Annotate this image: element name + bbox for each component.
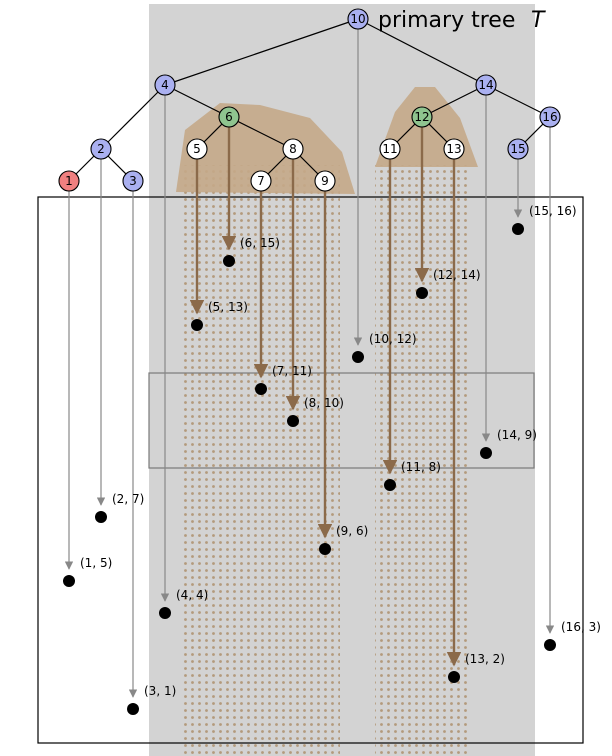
point-12 [416,287,428,299]
tree-node-14: 14 [475,74,497,96]
tree-node-circle-11 [379,138,401,160]
tree-edge-6-8 [228,116,294,150]
tree-node-circle-5 [186,138,208,160]
tree-edge-14-16 [485,84,551,118]
point-8 [287,415,299,427]
point-13 [448,671,460,683]
tree-node-label-4: 4 [161,78,169,92]
tree-node-13: 13 [443,138,465,160]
tree-node-circle-2 [90,138,112,160]
tree-node-circle-7 [250,170,272,192]
tree-node-label-12: 12 [414,110,429,124]
tree-node-label-7: 7 [257,174,265,188]
point-1 [63,575,75,587]
tree-edge-4-6 [164,84,230,118]
tree-title-text: primary tree [378,8,515,33]
point-15 [512,223,524,235]
projection-arrows [64,29,555,698]
tree-node-label-5: 5 [193,142,201,156]
tree-node-circle-9 [314,170,336,192]
tree-node-label-9: 9 [321,174,329,188]
point-label-9: (9, 6) [336,524,368,538]
tree-node-circle-12 [411,106,433,128]
point-label-7: (7, 11) [272,364,312,378]
point-4 [159,607,171,619]
point-9 [319,543,331,555]
tree-node-11: 11 [379,138,401,160]
tree-edge-4-2 [100,84,166,150]
point-3 [127,703,139,715]
point-10 [352,351,364,363]
tree-node-circle-4 [154,74,176,96]
point-label-1: (1, 5) [80,556,112,570]
tree-node-circle-6 [218,106,240,128]
tree-edge-10-4 [164,18,359,86]
point-label-5: (5, 13) [208,300,248,314]
tree-node-4: 4 [154,74,176,96]
point-14 [480,447,492,459]
points: (1, 5) (2, 7) (3, 1) (4, 4) (5, 13) (6, 15) (7… [63,204,601,715]
tree-node-label-8: 8 [289,142,297,156]
tree-node-8: 8 [282,138,304,160]
point-7 [255,383,267,395]
tree-node-12: 12 [411,106,433,128]
tree-node-label-14: 14 [478,78,493,92]
tree-node-label-1: 1 [65,174,73,188]
tree-node-9: 9 [314,170,336,192]
query-rectangle [148,372,535,469]
tree-edge-14-12 [421,84,487,118]
tree-node-circle-13 [443,138,465,160]
tree-title: primary tree T [378,8,546,33]
tree-node-label-2: 2 [97,142,105,156]
tree-node-label-11: 11 [382,142,397,156]
tree-node-circle-14 [475,74,497,96]
point-16 [544,639,556,651]
tree-node-circle-8 [282,138,304,160]
tree-node-label-16: 16 [542,110,557,124]
tree-node-circle-1 [58,170,80,192]
tree-node-label-13: 13 [446,142,461,156]
point-label-3: (3, 1) [144,684,176,698]
tree-node-7: 7 [250,170,272,192]
tree-node-label-6: 6 [225,110,233,124]
point-label-8: (8, 10) [304,396,344,410]
point-label-14: (14, 9) [497,428,537,442]
point-label-6: (6, 15) [240,236,280,250]
tree-node-circle-10 [347,8,369,30]
point-label-16: (16, 3) [561,620,601,634]
tree-node-3: 3 [122,170,144,192]
point-5 [191,319,203,331]
tree-node-label-10: 10 [350,12,365,26]
tree-node-circle-16 [539,106,561,128]
point-11 [384,479,396,491]
tree-node-16: 16 [539,106,561,128]
point-label-2: (2, 7) [112,492,144,506]
tree-node-circle-3 [122,170,144,192]
point-6 [223,255,235,267]
point-label-10: (10, 12) [369,332,417,346]
tree-node-label-15: 15 [510,142,525,156]
tree-node-10: 10 [347,8,369,30]
point-label-4: (4, 4) [176,588,208,602]
point-label-15: (15, 16) [529,204,577,218]
tree-node-2: 2 [90,138,112,160]
tree-title-var: T [531,8,546,33]
tree-node-15: 15 [507,138,529,160]
point-label-11: (11, 8) [401,460,441,474]
point-2 [95,511,107,523]
tree-node-6: 6 [218,106,240,128]
point-label-12: (12, 14) [433,268,481,282]
tree-node-1: 1 [58,170,80,192]
point-label-13: (13, 2) [465,652,505,666]
tree-node-5: 5 [186,138,208,160]
tree-node-label-3: 3 [129,174,137,188]
tree-node-circle-15 [507,138,529,160]
point-set-frame [37,196,584,744]
tree-edge-10-14 [357,18,487,86]
